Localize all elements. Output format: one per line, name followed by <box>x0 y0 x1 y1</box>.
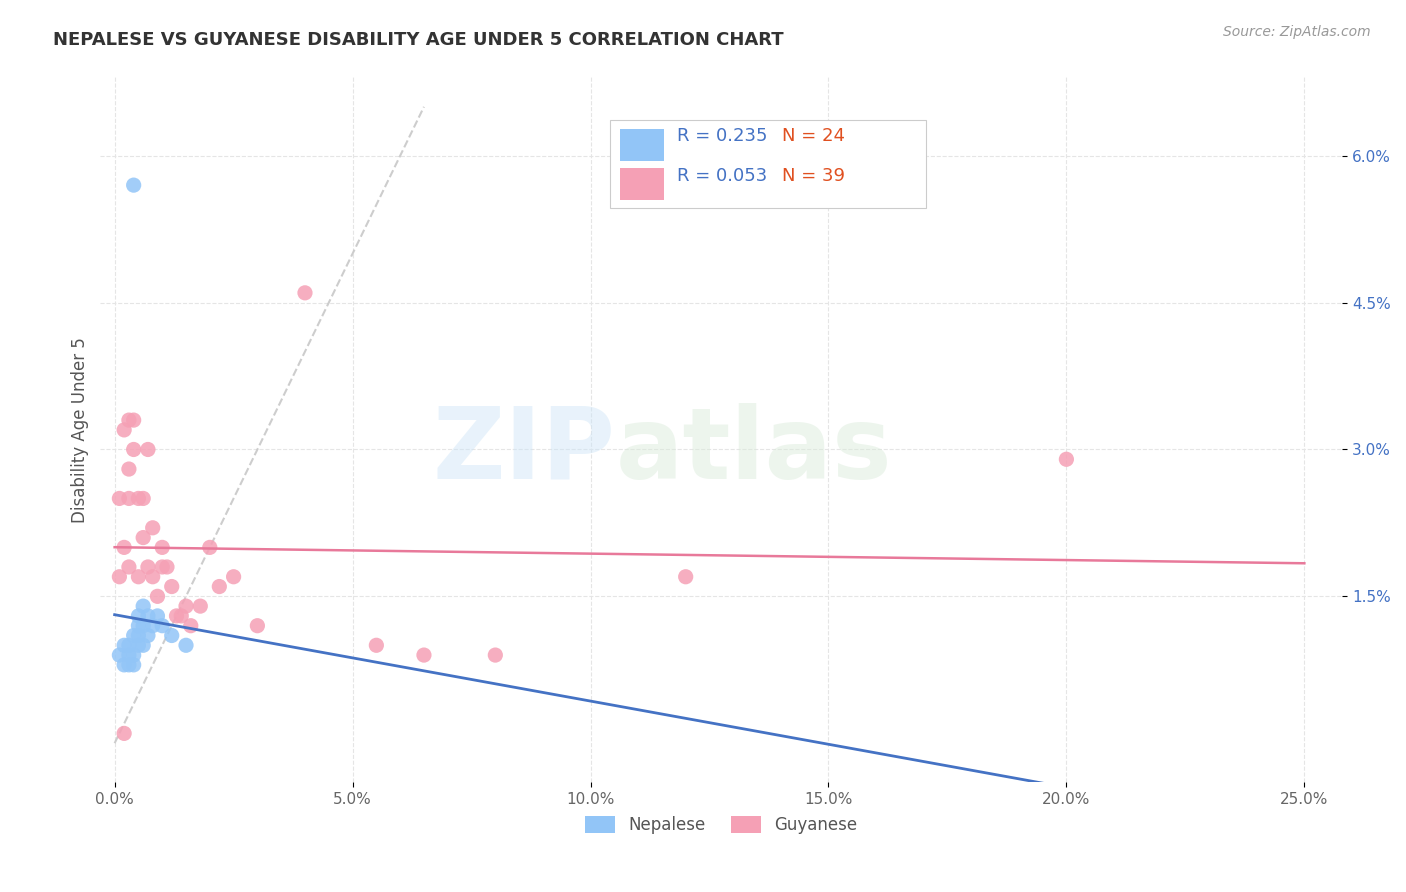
Point <box>112 657 135 672</box>
Text: R = 0.235: R = 0.235 <box>676 127 768 145</box>
Point <box>108 491 131 506</box>
Point <box>675 570 697 584</box>
Text: R = 0.053: R = 0.053 <box>676 167 766 186</box>
Point <box>132 618 155 632</box>
Point <box>118 648 141 662</box>
Point <box>112 638 135 652</box>
Point <box>112 423 135 437</box>
Point <box>174 638 197 652</box>
Point <box>132 638 155 652</box>
Text: N = 39: N = 39 <box>782 167 845 186</box>
FancyBboxPatch shape <box>620 168 664 200</box>
Point <box>150 560 173 574</box>
Point <box>122 413 145 427</box>
Point <box>132 491 155 506</box>
Point <box>160 628 183 642</box>
Point <box>127 628 149 642</box>
Point <box>118 491 141 506</box>
Point <box>1054 452 1077 467</box>
Point <box>118 638 141 652</box>
Text: Source: ZipAtlas.com: Source: ZipAtlas.com <box>1223 25 1371 39</box>
Point <box>132 599 155 614</box>
Point <box>136 628 159 642</box>
Point <box>142 521 165 535</box>
Point <box>122 648 145 662</box>
Text: atlas: atlas <box>616 402 893 500</box>
Text: ZIP: ZIP <box>433 402 616 500</box>
Point <box>142 570 165 584</box>
Point <box>160 580 183 594</box>
Point <box>118 657 141 672</box>
Point <box>222 570 245 584</box>
Point <box>170 608 193 623</box>
FancyBboxPatch shape <box>610 120 927 208</box>
Point <box>118 413 141 427</box>
Point <box>146 608 169 623</box>
Point <box>136 442 159 457</box>
Point <box>413 648 436 662</box>
Point <box>246 618 269 632</box>
Point <box>108 570 131 584</box>
Point <box>118 560 141 574</box>
Point <box>136 608 159 623</box>
Text: N = 24: N = 24 <box>782 127 845 145</box>
Point <box>174 599 197 614</box>
Point <box>122 628 145 642</box>
Point <box>132 531 155 545</box>
Point <box>122 657 145 672</box>
Point <box>127 608 149 623</box>
Point <box>166 608 188 623</box>
Point <box>118 462 141 476</box>
Point <box>484 648 506 662</box>
FancyBboxPatch shape <box>620 129 664 161</box>
Point <box>156 560 179 574</box>
Point <box>122 178 145 193</box>
Point <box>127 638 149 652</box>
Point <box>180 618 202 632</box>
Point <box>136 560 159 574</box>
Point <box>150 541 173 555</box>
Point <box>142 618 165 632</box>
Point <box>127 618 149 632</box>
Point <box>127 570 149 584</box>
Point <box>112 541 135 555</box>
Point <box>127 491 149 506</box>
Point <box>366 638 388 652</box>
Text: NEPALESE VS GUYANESE DISABILITY AGE UNDER 5 CORRELATION CHART: NEPALESE VS GUYANESE DISABILITY AGE UNDE… <box>53 31 785 49</box>
Y-axis label: Disability Age Under 5: Disability Age Under 5 <box>72 337 89 523</box>
Point <box>208 580 231 594</box>
Point <box>112 726 135 740</box>
Legend: Nepalese, Guyanese: Nepalese, Guyanese <box>585 816 858 834</box>
Point <box>122 442 145 457</box>
Point <box>188 599 211 614</box>
Point <box>150 618 173 632</box>
Point <box>198 541 221 555</box>
Point <box>108 648 131 662</box>
Point <box>146 590 169 604</box>
Point <box>294 285 316 300</box>
